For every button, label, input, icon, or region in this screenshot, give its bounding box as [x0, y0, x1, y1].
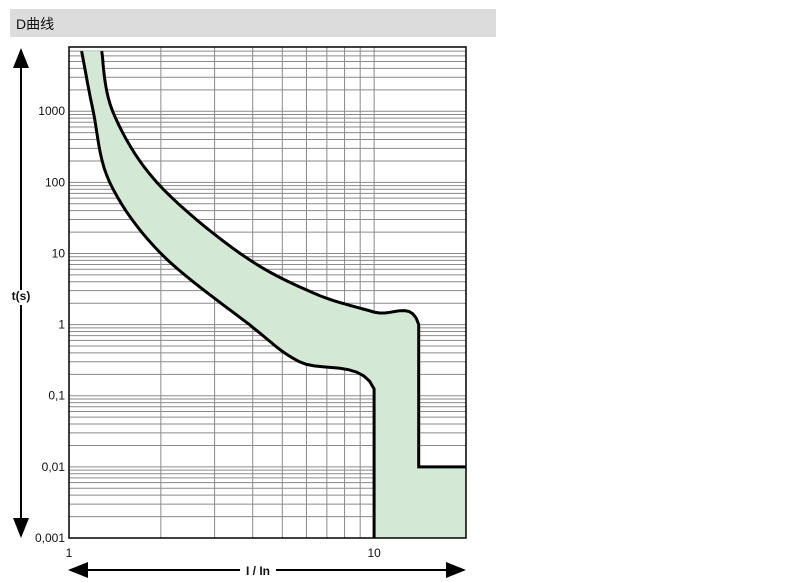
x-axis-label: I / In	[246, 564, 270, 578]
y-tick-label: 1	[58, 318, 65, 332]
tolerance-band	[81, 51, 466, 538]
chart-title: D曲线	[16, 16, 55, 32]
y-tick-label: 1000	[38, 104, 65, 118]
x-tick-label: 1	[66, 546, 73, 560]
y-tick-label: 0,001	[35, 531, 65, 545]
plot-frame	[68, 46, 467, 539]
y-axis-label: t(s)	[12, 289, 31, 303]
y-tick-label: 0,1	[48, 389, 65, 403]
y-tick-label: 100	[45, 175, 65, 189]
x-tick-label: 10	[367, 546, 381, 560]
y-tick-label: 0,01	[42, 460, 66, 474]
lower-limit-curve	[80, 50, 376, 538]
y-tick-label: 10	[52, 246, 66, 260]
chart-header: D曲线	[10, 9, 496, 37]
grid	[69, 47, 466, 538]
upper-limit-curve	[100, 50, 466, 469]
